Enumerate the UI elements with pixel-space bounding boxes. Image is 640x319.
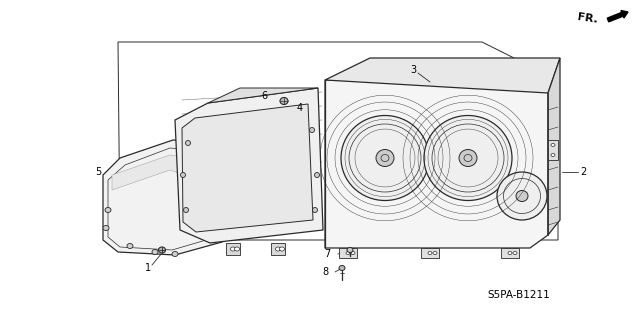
Polygon shape [325, 58, 560, 93]
Ellipse shape [280, 247, 285, 251]
Text: 8: 8 [322, 267, 328, 277]
Ellipse shape [230, 247, 236, 251]
Polygon shape [421, 248, 439, 258]
Text: 7: 7 [324, 249, 330, 259]
Ellipse shape [310, 128, 314, 132]
Text: 3: 3 [410, 65, 416, 75]
Polygon shape [103, 140, 225, 255]
Ellipse shape [172, 251, 178, 256]
Ellipse shape [312, 207, 317, 212]
Ellipse shape [497, 172, 547, 220]
Ellipse shape [508, 251, 512, 255]
Text: 5: 5 [95, 167, 101, 177]
Ellipse shape [103, 226, 109, 231]
Polygon shape [548, 58, 560, 235]
Ellipse shape [180, 173, 186, 177]
Text: 1: 1 [145, 263, 151, 273]
Ellipse shape [516, 190, 528, 202]
Ellipse shape [351, 251, 355, 255]
Text: 4: 4 [297, 103, 303, 113]
Polygon shape [226, 243, 240, 255]
Polygon shape [175, 88, 323, 243]
Polygon shape [208, 88, 318, 103]
Ellipse shape [280, 98, 288, 105]
Ellipse shape [347, 248, 353, 253]
Polygon shape [339, 248, 357, 258]
Text: FR.: FR. [576, 11, 598, 24]
Ellipse shape [424, 115, 512, 201]
Ellipse shape [159, 247, 166, 253]
Ellipse shape [341, 115, 429, 201]
Text: S5PA-B1211: S5PA-B1211 [487, 290, 550, 300]
Ellipse shape [105, 207, 111, 212]
Ellipse shape [376, 150, 394, 167]
Text: 2: 2 [580, 167, 586, 177]
Ellipse shape [152, 249, 158, 255]
Polygon shape [501, 248, 519, 258]
Polygon shape [548, 140, 558, 160]
Polygon shape [271, 243, 285, 255]
Ellipse shape [513, 251, 517, 255]
Ellipse shape [184, 207, 189, 212]
Ellipse shape [127, 243, 133, 249]
Polygon shape [325, 80, 548, 248]
Ellipse shape [186, 140, 191, 145]
Ellipse shape [551, 153, 555, 157]
Polygon shape [182, 104, 313, 232]
Ellipse shape [551, 144, 555, 146]
Ellipse shape [433, 251, 437, 255]
FancyArrow shape [607, 11, 628, 22]
Ellipse shape [234, 247, 239, 251]
Ellipse shape [346, 251, 350, 255]
Ellipse shape [339, 265, 345, 271]
Text: 6: 6 [261, 91, 267, 101]
Ellipse shape [275, 247, 280, 251]
Ellipse shape [459, 150, 477, 167]
Ellipse shape [314, 173, 319, 177]
Polygon shape [112, 155, 200, 190]
Ellipse shape [428, 251, 432, 255]
